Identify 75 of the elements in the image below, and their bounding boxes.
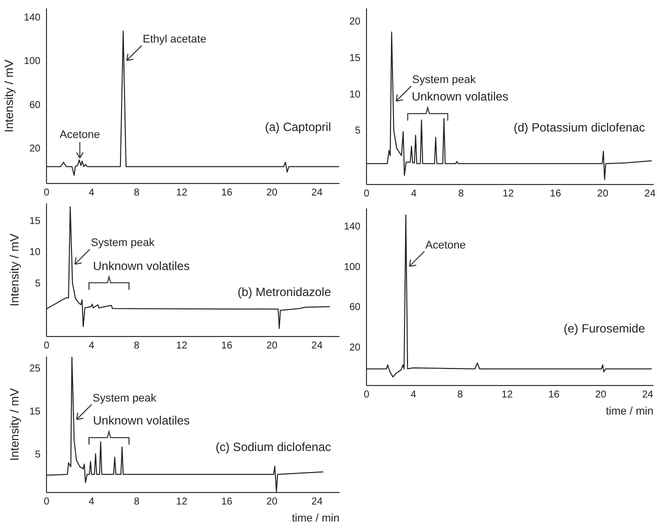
x-tick-label: 8 <box>134 340 140 352</box>
x-tick-label: 16 <box>548 390 560 400</box>
x-tick-label: 8 <box>134 188 140 198</box>
line-series <box>366 32 652 180</box>
x-tick-label: 16 <box>221 340 233 352</box>
line-series <box>366 214 652 378</box>
text: (b) Metronidazole <box>238 284 332 299</box>
annotation: Unknown volatiles <box>92 258 190 273</box>
x-tick-label: 24 <box>311 340 323 352</box>
x-tick-label: 12 <box>502 390 514 400</box>
x-tick-label: 0 <box>44 340 50 352</box>
text: (e) Furosemide <box>564 321 646 336</box>
x-tick-label: 0 <box>44 496 50 508</box>
y-tick-label: 25 <box>29 364 41 375</box>
x-tick-label: 24 <box>311 188 323 198</box>
x-tick-label: 20 <box>266 188 278 198</box>
x-tick-label: 20 <box>595 390 607 400</box>
y-axis-title: Intensity / mV <box>2 60 16 132</box>
text: (c) Sodium diclofenac <box>216 440 331 454</box>
line-series <box>46 30 339 176</box>
annotation: Unknown volatiles <box>412 90 508 104</box>
y-tick-label: 15 <box>29 216 41 227</box>
y-axis-title: Intensity / mV <box>7 388 22 461</box>
y-tick-label: 5 <box>354 126 361 137</box>
x-tick-label: 4 <box>88 340 95 352</box>
x-tick-label: 0 <box>364 188 370 200</box>
x-tick-label: 24 <box>644 188 656 200</box>
x-tick-label: 4 <box>410 390 417 400</box>
annotation: Acetone <box>60 129 100 142</box>
x-axis-title: time / min <box>606 406 654 418</box>
x-tick-label: 4 <box>88 496 95 508</box>
text: (d) Potassium diclofenac <box>514 120 645 135</box>
annotation: Unknown volatiles <box>92 414 190 428</box>
x-tick-label: 12 <box>502 188 514 200</box>
y-tick-label: 5 <box>34 449 41 460</box>
y-tick-label: 20 <box>29 144 41 154</box>
x-tick-label: 16 <box>221 496 233 508</box>
y-tick-label: 60 <box>29 100 41 111</box>
y-tick-label: 15 <box>29 406 41 418</box>
annotation: System peak <box>92 392 157 404</box>
x-tick-label: 8 <box>457 390 464 400</box>
x-tick-label: 24 <box>642 390 654 400</box>
y-tick-label: 10 <box>349 89 361 100</box>
y-axis-title: Intensity / mV <box>7 234 22 306</box>
x-tick-label: 4 <box>410 188 417 200</box>
x-tick-label: 24 <box>311 496 323 508</box>
x-tick-label: 8 <box>458 188 464 200</box>
line-series <box>46 206 330 330</box>
y-tick-label: 60 <box>349 302 361 314</box>
x-tick-label: 0 <box>364 390 370 400</box>
y-tick-label: 10 <box>29 247 41 258</box>
x-tick-label: 16 <box>550 188 562 200</box>
annotation: Acetone <box>425 239 466 252</box>
x-tick-label: 12 <box>176 340 188 352</box>
annotation: System peak <box>90 237 155 250</box>
x-tick-label: 12 <box>176 496 188 508</box>
x-tick-label: 20 <box>266 496 278 508</box>
y-tick-label: 140 <box>24 12 41 24</box>
annotation: Ethyl acetate <box>142 34 206 46</box>
x-tick-label: 8 <box>134 496 140 508</box>
x-tick-label: 20 <box>597 188 609 200</box>
x-tick-label: 20 <box>266 340 278 352</box>
y-tick-label: 5 <box>34 278 41 290</box>
x-axis-title: time / min <box>292 512 340 524</box>
y-tick-label: 20 <box>349 16 361 28</box>
x-tick-label: 0 <box>44 188 50 198</box>
x-tick-label: 16 <box>221 188 233 198</box>
x-tick-label: 4 <box>88 188 95 198</box>
y-tick-label: 100 <box>24 56 41 67</box>
y-tick-label: 140 <box>344 222 361 233</box>
text: (a) Captopril <box>264 120 331 134</box>
annotation: System peak <box>412 74 476 86</box>
y-tick-label: 15 <box>349 52 361 64</box>
x-tick-label: 12 <box>176 188 188 198</box>
y-tick-label: 100 <box>344 262 361 273</box>
